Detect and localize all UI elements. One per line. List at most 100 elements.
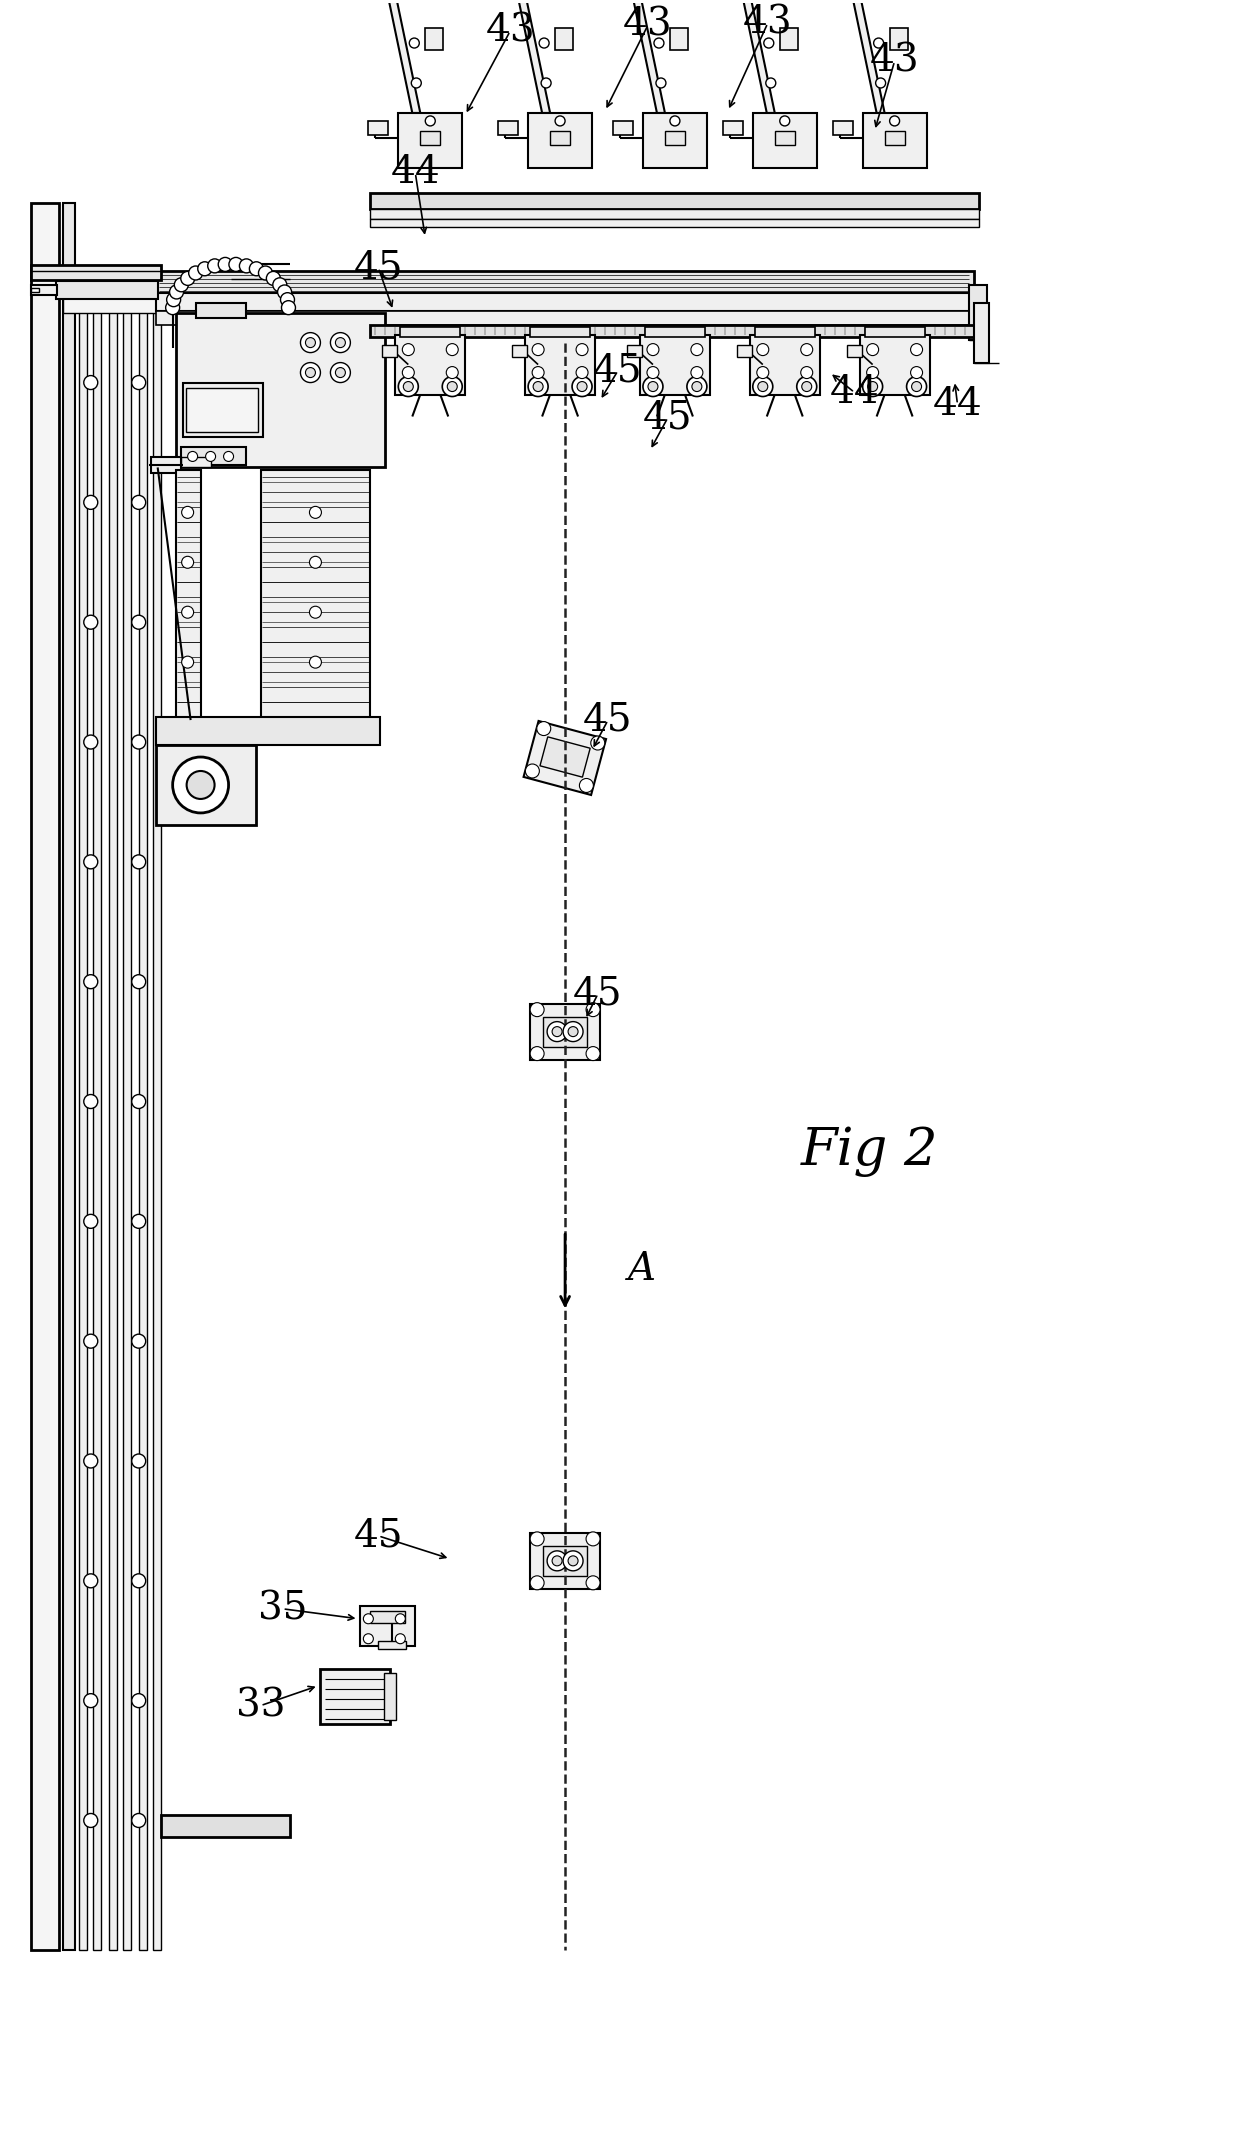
Circle shape: [267, 271, 280, 286]
Circle shape: [691, 367, 703, 378]
Circle shape: [84, 1335, 98, 1347]
Circle shape: [687, 376, 707, 398]
Circle shape: [84, 855, 98, 868]
Bar: [780, 28, 797, 49]
Circle shape: [590, 737, 605, 750]
Circle shape: [801, 344, 812, 355]
Circle shape: [398, 376, 418, 398]
Bar: [543, 1545, 587, 1575]
Circle shape: [910, 367, 923, 378]
Circle shape: [409, 39, 419, 47]
Circle shape: [764, 39, 774, 47]
Bar: [401, 327, 460, 337]
Bar: [371, 219, 980, 228]
Bar: [531, 1004, 600, 1059]
Circle shape: [577, 383, 587, 391]
Bar: [109, 284, 117, 1951]
Circle shape: [531, 1575, 544, 1590]
Bar: [556, 28, 573, 49]
Polygon shape: [387, 0, 420, 114]
Circle shape: [181, 507, 193, 518]
Circle shape: [572, 376, 591, 398]
Bar: [153, 284, 161, 1951]
Bar: [31, 202, 58, 1951]
Bar: [186, 387, 258, 432]
Circle shape: [412, 77, 422, 88]
Circle shape: [310, 557, 321, 567]
Bar: [151, 458, 181, 473]
Circle shape: [310, 606, 321, 619]
Circle shape: [172, 756, 228, 812]
Circle shape: [556, 116, 565, 127]
Circle shape: [533, 383, 543, 391]
Bar: [884, 131, 905, 144]
Circle shape: [335, 337, 346, 348]
Circle shape: [131, 1214, 145, 1229]
Circle shape: [867, 367, 879, 378]
Text: 43: 43: [869, 43, 919, 80]
Bar: [31, 288, 38, 292]
Bar: [627, 344, 642, 357]
Circle shape: [756, 367, 769, 378]
Circle shape: [84, 1094, 98, 1109]
Bar: [181, 458, 211, 468]
Bar: [156, 292, 975, 312]
Circle shape: [330, 333, 351, 352]
Bar: [176, 312, 386, 468]
Circle shape: [396, 1614, 405, 1625]
Circle shape: [131, 976, 145, 989]
Bar: [382, 344, 397, 357]
Bar: [156, 718, 381, 746]
Circle shape: [874, 39, 884, 47]
Circle shape: [84, 976, 98, 989]
Bar: [123, 284, 130, 1951]
Text: 43: 43: [624, 6, 673, 43]
Bar: [864, 327, 925, 337]
Circle shape: [644, 376, 663, 398]
Circle shape: [131, 615, 145, 630]
Circle shape: [647, 344, 658, 355]
Bar: [139, 284, 146, 1951]
Circle shape: [537, 722, 551, 735]
Circle shape: [547, 1552, 567, 1571]
Bar: [640, 335, 709, 395]
Circle shape: [526, 765, 539, 778]
Circle shape: [653, 39, 663, 47]
Circle shape: [305, 337, 315, 348]
Circle shape: [229, 258, 243, 271]
Circle shape: [197, 262, 212, 275]
Bar: [970, 284, 987, 340]
Circle shape: [532, 367, 544, 378]
Circle shape: [300, 363, 320, 383]
Circle shape: [131, 1573, 145, 1588]
Circle shape: [218, 258, 232, 271]
Circle shape: [443, 376, 463, 398]
Circle shape: [131, 1814, 145, 1827]
Circle shape: [84, 1214, 98, 1229]
Circle shape: [541, 77, 551, 88]
Bar: [79, 284, 87, 1951]
Circle shape: [188, 266, 202, 279]
Circle shape: [181, 557, 193, 567]
Bar: [755, 327, 815, 337]
Circle shape: [402, 344, 414, 355]
Text: A: A: [627, 1251, 656, 1287]
Text: 45: 45: [573, 976, 622, 1012]
Bar: [398, 114, 463, 168]
Circle shape: [223, 451, 233, 462]
Circle shape: [528, 376, 548, 398]
Circle shape: [863, 376, 883, 398]
Bar: [889, 28, 908, 49]
Bar: [31, 284, 57, 294]
Bar: [525, 335, 595, 395]
Bar: [320, 1668, 391, 1723]
Circle shape: [797, 376, 817, 398]
Circle shape: [868, 383, 878, 391]
Circle shape: [281, 301, 295, 314]
Circle shape: [84, 735, 98, 750]
Circle shape: [670, 116, 680, 127]
Circle shape: [889, 116, 899, 127]
Bar: [63, 299, 283, 312]
Circle shape: [131, 1693, 145, 1708]
Circle shape: [446, 367, 459, 378]
